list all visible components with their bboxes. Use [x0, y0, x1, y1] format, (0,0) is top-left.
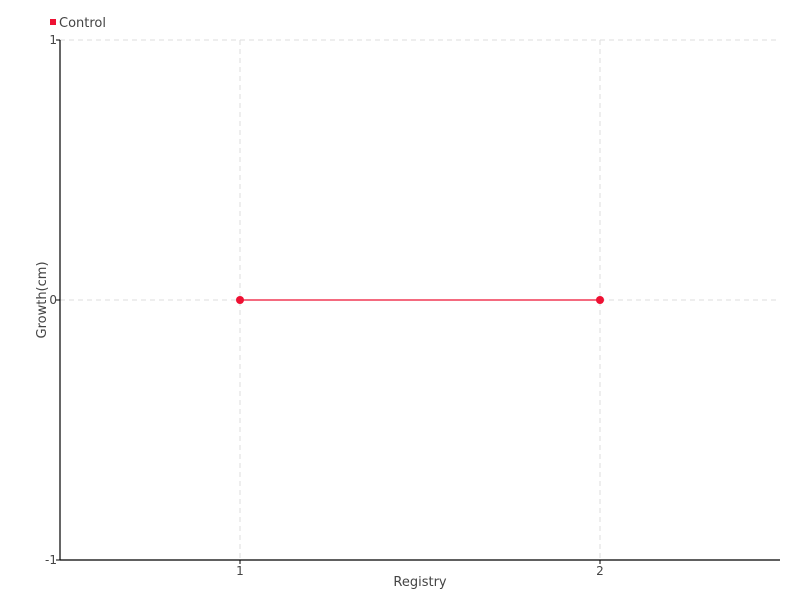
- y-tick-label: 1: [49, 33, 57, 47]
- axes: -1 0 1 1 2: [45, 33, 780, 578]
- y-tick-label: -1: [45, 553, 57, 567]
- x-tick-label: 2: [596, 564, 604, 578]
- data-point: [236, 296, 244, 304]
- x-axis-label: Registry: [393, 575, 447, 590]
- y-axis-label: Growth(cm): [35, 261, 50, 338]
- series-marks: [236, 296, 604, 304]
- x-tick-label: 1: [236, 564, 244, 578]
- y-tick-label: 0: [49, 293, 57, 307]
- data-point: [596, 296, 604, 304]
- legend[interactable]: Control: [50, 16, 106, 31]
- legend-label: Control: [59, 16, 106, 31]
- legend-swatch: [50, 19, 56, 25]
